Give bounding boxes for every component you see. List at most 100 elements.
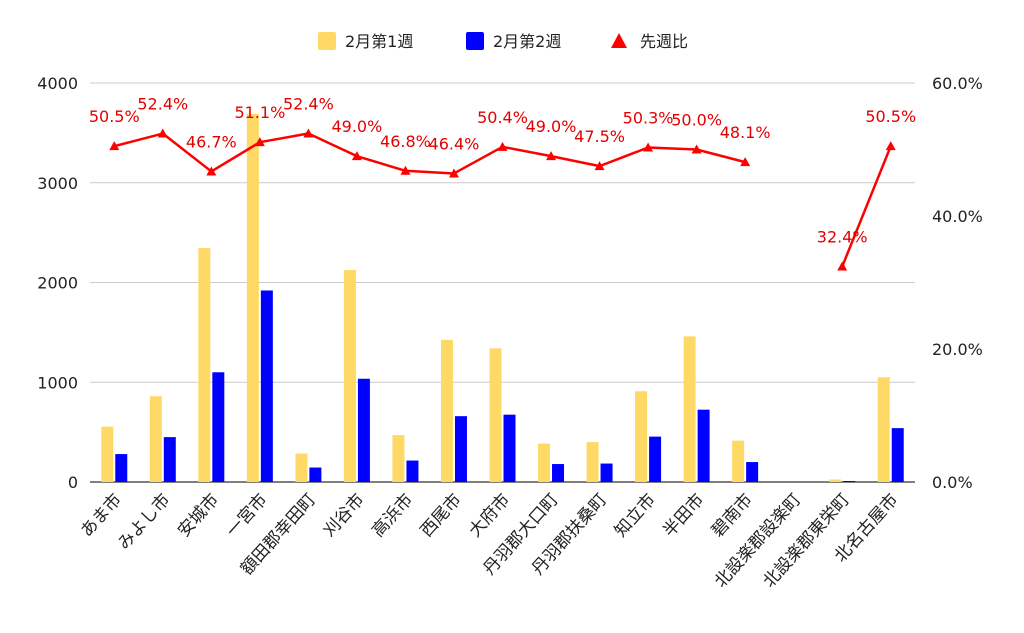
ratio-marker [837,261,848,271]
ratio-marker [691,144,702,154]
bar-week1 [586,442,599,482]
category-label: 碧南市 [708,490,757,541]
left-axis-ticks: 0 1000 2000 3000 4000 [37,74,78,492]
bar-week2 [212,372,225,482]
legend-swatch-week2 [466,32,484,50]
left-tick-label: 4000 [37,74,78,93]
ratio-data-label: 52.4% [137,95,188,114]
ratio-marker [740,157,751,167]
bar-week1 [635,391,648,482]
bar-week1 [343,270,356,482]
category-label: 大府市 [465,490,514,541]
ratio-marker [303,128,314,138]
category-label: 北設楽郡東栄町 [759,490,853,592]
right-tick-label: 40.0% [932,207,983,226]
category-label: 刈谷市 [320,490,369,541]
bar-week2 [260,290,273,482]
ratio-line [109,128,896,271]
ratio-data-label: 32.4% [817,228,868,247]
category-label: 半田市 [659,490,708,541]
bar-week1 [829,479,842,482]
bar-week1 [489,348,502,482]
ratio-marker [643,142,654,152]
category-label: 西尾市 [417,490,466,541]
bar-week2 [891,428,904,482]
ratio-data-label: 46.4% [429,134,480,153]
gridlines [90,82,915,483]
left-tick-label: 2000 [37,274,78,293]
ratio-marker [254,137,265,147]
ratio-marker [497,141,508,151]
right-tick-label: 20.0% [932,340,983,359]
category-label: 一宮市 [223,490,272,541]
bar-week1 [440,339,453,482]
bar-week2 [746,462,759,482]
right-tick-label: 60.0% [932,74,983,93]
bar-week2 [843,481,856,482]
bar-week2 [115,454,128,482]
bar-week2 [649,436,662,482]
bar-week2 [309,467,322,482]
category-label: 北設楽郡設楽町 [711,490,805,592]
bars [101,113,904,483]
ratio-data-label: 50.4% [477,108,528,127]
category-label: 知立市 [611,490,660,541]
category-label: あま市 [77,490,126,541]
ratio-data-label: 47.5% [574,127,625,146]
bar-week1 [101,426,114,482]
ratio-marker [157,128,168,138]
legend-label-week1: 2月第1週 [345,32,413,51]
ratio-marker [448,168,459,178]
bar-week1 [295,453,308,482]
ratio-data-label: 50.3% [623,109,674,128]
ratio-marker [109,141,120,151]
ratio-marker [351,151,362,161]
bar-week2 [697,409,710,482]
ratio-data-label: 50.5% [865,107,916,126]
ratio-marker [594,161,605,171]
ratio-line-segment [113,132,746,175]
bar-week2 [357,378,370,482]
bar-week1 [149,396,162,482]
legend-label-ratio: 先週比 [640,32,688,51]
category-label: みよし市 [114,490,174,554]
bar-week1 [732,440,745,482]
bar-week2 [454,416,467,482]
bar-week2 [503,414,516,482]
ratio-data-label: 50.5% [89,107,140,126]
category-label: 高浜市 [368,490,417,541]
legend: 2月第1週 2月第2週 先週比 [318,32,688,51]
bar-week2 [406,460,419,482]
bar-week1 [246,113,259,483]
bar-week1 [392,435,405,482]
ratio-data-labels: 50.5%52.4%46.7%51.1%52.4%49.0%46.8%46.4%… [89,95,916,247]
ratio-data-label: 49.0% [526,117,577,136]
ratio-data-label: 48.1% [720,123,771,142]
left-tick-label: 3000 [37,174,78,193]
ratio-data-label: 46.8% [380,132,431,151]
left-tick-label: 1000 [37,373,78,392]
legend-label-week2: 2月第2週 [493,32,561,51]
legend-swatch-week1 [318,32,336,50]
legend-swatch-ratio [611,33,627,48]
ratio-data-label: 46.7% [186,132,237,151]
left-tick-label: 0 [68,473,78,492]
ratio-marker [400,165,411,175]
category-label: 安城市 [174,490,223,541]
ratio-marker [206,166,217,176]
right-tick-label: 0.0% [932,473,973,492]
bar-week2 [552,464,565,482]
bar-week1 [538,443,551,482]
ratio-data-label: 49.0% [331,117,382,136]
ratio-marker [546,151,557,161]
ratio-marker [885,141,896,151]
right-axis-ticks: 0.0% 20.0% 40.0% 60.0% [932,74,983,492]
bar-week1 [198,248,211,482]
ratio-data-label: 50.0% [671,111,722,130]
bar-week1 [683,336,696,482]
bar-week2 [163,437,176,482]
ratio-data-label: 52.4% [283,95,334,114]
ratio-line-segment [841,145,892,268]
